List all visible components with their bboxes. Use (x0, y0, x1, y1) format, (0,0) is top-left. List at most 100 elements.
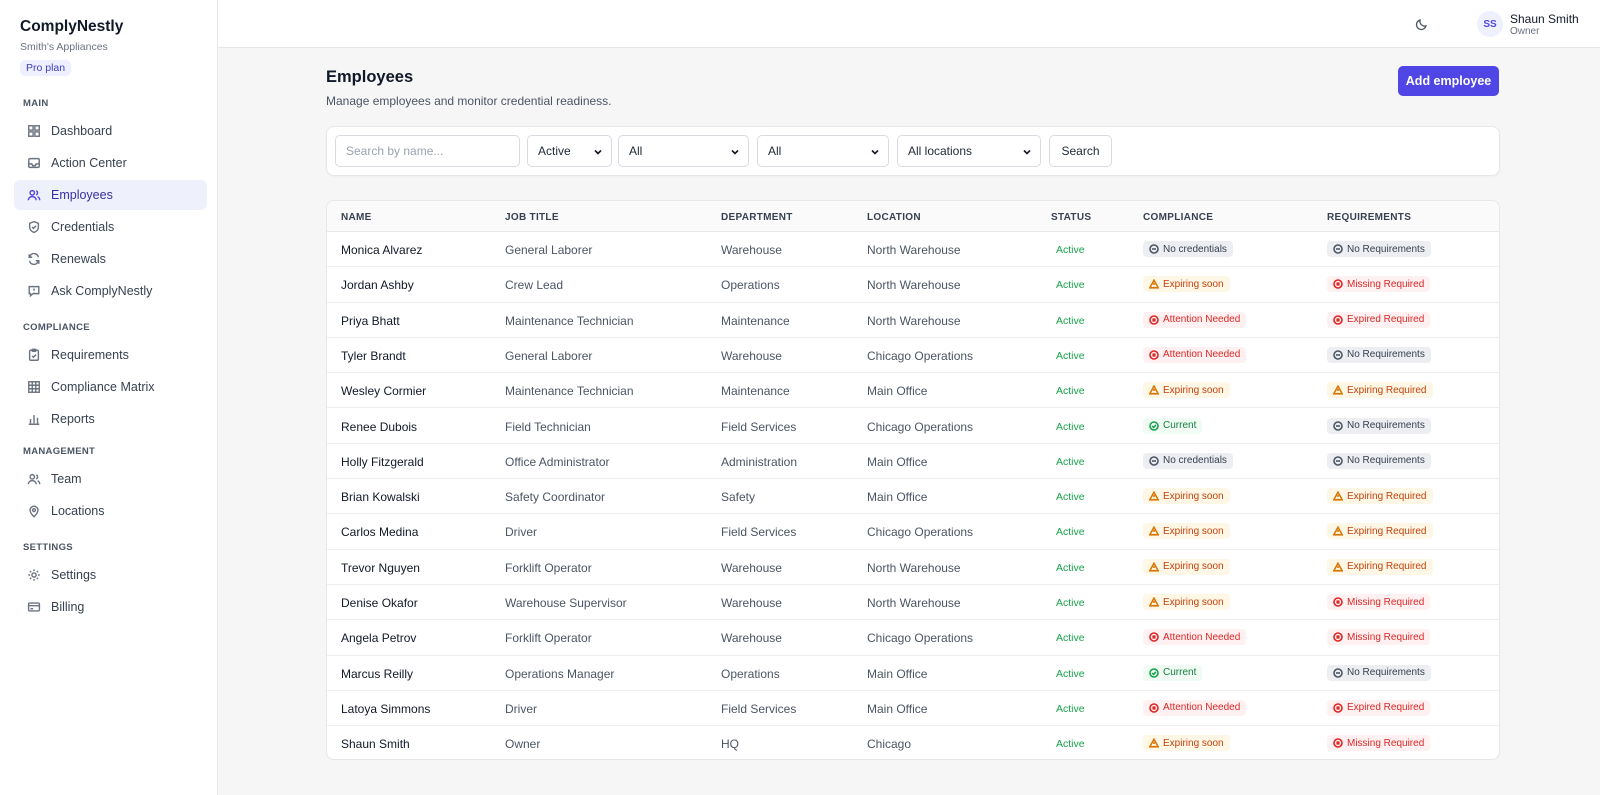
credit-card-icon (27, 600, 41, 614)
company-name: Smith's Appliances (20, 41, 108, 53)
requirements-badge: Expiring Required (1327, 523, 1433, 540)
compliance-badge-label: Attention Needed (1163, 349, 1241, 361)
sidebar-item-credentials[interactable]: Credentials (14, 212, 207, 242)
location: North Warehouse (867, 243, 961, 257)
column-header-department[interactable]: DEPARTMENT (721, 212, 793, 223)
department: Field Services (721, 701, 797, 716)
status-badge: Active (1056, 349, 1085, 362)
moon-icon[interactable] (1415, 17, 1429, 31)
column-header-location[interactable]: LOCATION (867, 212, 921, 223)
chat-icon (27, 284, 41, 298)
location-select[interactable]: All locations (897, 135, 1041, 167)
brand-name[interactable]: ComplyNestly (20, 18, 124, 35)
table-row[interactable]: Trevor Nguyen Forklift Operator Warehouse N… (327, 550, 1499, 585)
job-title: Maintenance Technician (505, 384, 634, 399)
table-row[interactable]: Tyler Brandt General Laborer Warehouse Chic… (327, 338, 1499, 374)
employee-name[interactable]: Marcus Reilly (341, 666, 414, 681)
compliance-badge-label: Attention Needed (1163, 314, 1241, 326)
filter-select-2[interactable]: All (618, 135, 749, 167)
column-header-name[interactable]: NAME (341, 212, 372, 223)
employee-name[interactable]: Brian Kowalski (341, 490, 420, 505)
x-circle-icon (1333, 632, 1343, 643)
employee-name[interactable]: Holly Fitzgerald (341, 454, 424, 469)
search-button[interactable]: Search (1049, 135, 1112, 167)
employee-name[interactable]: Latoya Simmons (341, 701, 431, 716)
location: Chicago Operations (867, 631, 974, 646)
table-row[interactable]: Monica Alvarez General Laborer Warehouse No… (327, 232, 1499, 268)
sidebar-item-settings[interactable]: Settings (14, 560, 207, 590)
user-name[interactable]: Shaun Smith (1510, 12, 1579, 26)
column-header-job-title[interactable]: JOB TITLE (505, 212, 559, 223)
requirements-badge: Expiring Required (1327, 558, 1433, 575)
nav-section-main: MAIN (23, 98, 49, 109)
sidebar-item-label: Requirements (51, 348, 129, 362)
search-placeholder: Search by name... (346, 144, 444, 158)
department: Warehouse (721, 560, 782, 575)
warning-icon (1149, 385, 1159, 395)
location: Chicago (867, 737, 912, 752)
department: Administration (721, 454, 798, 469)
sidebar-item-team[interactable]: Team (14, 464, 207, 494)
employee-name[interactable]: Denise Okafor (341, 596, 418, 610)
filter-select-2-value: All (629, 144, 643, 158)
table-row[interactable]: Latoya Simmons Driver Field Services Main O… (327, 691, 1499, 727)
table-row[interactable]: Wesley Cormier Maintenance Technician Main… (327, 373, 1499, 409)
sidebar-item-billing[interactable]: Billing (14, 592, 207, 622)
employee-name[interactable]: Priya Bhatt (341, 313, 400, 328)
column-header-requirements[interactable]: REQUIREMENTS (1327, 212, 1412, 223)
sidebar-item-requirements[interactable]: Requirements (14, 340, 207, 370)
table-row[interactable]: Brian Kowalski Safety Coordinator Safety Ma… (327, 479, 1499, 515)
avatar[interactable]: SS (1477, 11, 1503, 37)
column-header-compliance[interactable]: COMPLIANCE (1143, 212, 1214, 223)
sidebar-item-label: Employees (51, 188, 113, 202)
employee-name[interactable]: Shaun Smith (341, 737, 410, 752)
employees-table: NAME JOB TITLE DEPARTMENT LOCATION STATUS COM… (326, 200, 1500, 760)
page-title: Employees (326, 68, 414, 86)
sidebar-item-employees[interactable]: Employees (14, 180, 207, 210)
employee-name[interactable]: Tyler Brandt (341, 348, 406, 363)
compliance-badge-label: Expiring soon (1163, 596, 1224, 608)
chevron-down-icon (1023, 149, 1031, 155)
x-circle-icon (1333, 314, 1343, 325)
employee-name[interactable]: Renee Dubois (341, 419, 418, 434)
requirements-badge: No Requirements (1327, 241, 1431, 257)
add-employee-button[interactable]: Add employee (1398, 66, 1499, 96)
filter-select-3[interactable]: All (757, 135, 889, 167)
sidebar-item-dashboard[interactable]: Dashboard (14, 116, 207, 146)
sidebar-item-label: Billing (51, 600, 85, 614)
chevron-down-icon (871, 149, 879, 155)
table-row[interactable]: Marcus Reilly Operations Manager Operation… (327, 656, 1499, 691)
status-badge: Active (1056, 632, 1085, 645)
compliance-badge-label: Expiring soon (1163, 737, 1224, 749)
employee-name[interactable]: Jordan Ashby (341, 278, 414, 293)
requirements-badge: Missing Required (1327, 629, 1431, 646)
employee-name[interactable]: Wesley Cormier (341, 384, 427, 399)
table-row[interactable]: Angela Petrov Forklift Operator Warehouse C… (327, 620, 1499, 656)
department: Warehouse (721, 348, 782, 363)
table-row[interactable]: Holly Fitzgerald Office Administrator Admi… (327, 444, 1499, 480)
sidebar-item-renewals[interactable]: Renewals (14, 244, 207, 274)
compliance-badge: Current (1143, 664, 1203, 681)
column-header-status[interactable]: STATUS (1051, 212, 1092, 223)
department: Warehouse (721, 596, 782, 610)
sidebar-item-action-center[interactable]: Action Center (14, 148, 207, 178)
status-select[interactable]: Active (527, 135, 612, 167)
table-row[interactable]: Denise Okafor Warehouse Supervisor Warehou… (327, 585, 1499, 621)
employee-name[interactable]: Monica Alvarez (341, 243, 423, 257)
requirements-badge-label: Expired Required (1347, 314, 1425, 326)
sidebar-item-locations[interactable]: Locations (14, 496, 207, 526)
employee-name[interactable]: Trevor Nguyen (341, 560, 420, 575)
employee-name[interactable]: Angela Petrov (341, 631, 417, 646)
employee-name[interactable]: Carlos Medina (341, 525, 419, 540)
sidebar-item-label: Settings (51, 568, 97, 582)
table-row[interactable]: Priya Bhatt Maintenance Technician Mainten… (327, 303, 1499, 338)
table-row[interactable]: Renee Dubois Field Technician Field Servic… (327, 409, 1499, 444)
table-row[interactable]: Jordan Ashby Crew Lead Operations North War… (327, 267, 1499, 303)
sidebar-item-compliance-matrix[interactable]: Compliance Matrix (14, 372, 207, 402)
compliance-badge: Attention Needed (1143, 311, 1247, 328)
table-row[interactable]: Shaun Smith Owner HQ Chicago Active Expiring … (327, 726, 1499, 759)
search-input[interactable]: Search by name... (335, 135, 520, 167)
table-row[interactable]: Carlos Medina Driver Field Services Chicago… (327, 514, 1499, 550)
sidebar-item-reports[interactable]: Reports (14, 404, 207, 434)
sidebar-item-ask-complynestly[interactable]: Ask ComplyNestly (14, 276, 207, 306)
